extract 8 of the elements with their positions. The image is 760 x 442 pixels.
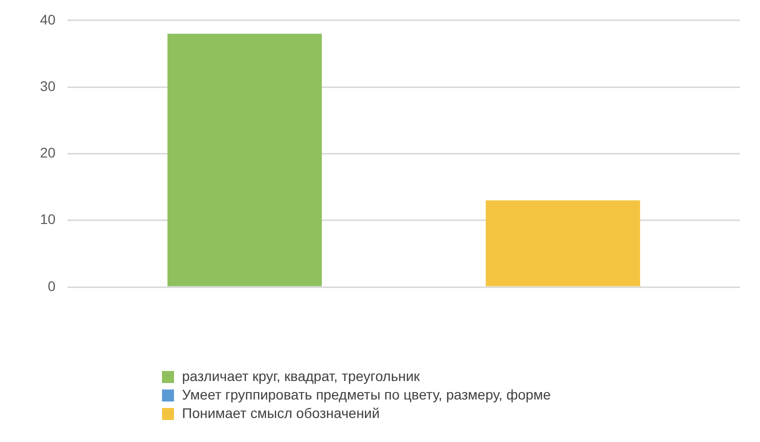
y-tick-label: 20 bbox=[40, 144, 56, 161]
legend-label: различает круг, квадрат, треугольник bbox=[182, 368, 421, 384]
y-tick-label: 40 bbox=[40, 11, 56, 28]
y-tick-label: 30 bbox=[40, 78, 56, 94]
y-tick-label: 0 bbox=[48, 278, 56, 294]
legend-label: Понимает смысл обозначений bbox=[182, 404, 380, 421]
legend-label: Умеет группировать предметы по цвету, размеру, форме bbox=[182, 386, 552, 402]
y-tick-label: 10 bbox=[40, 211, 56, 228]
